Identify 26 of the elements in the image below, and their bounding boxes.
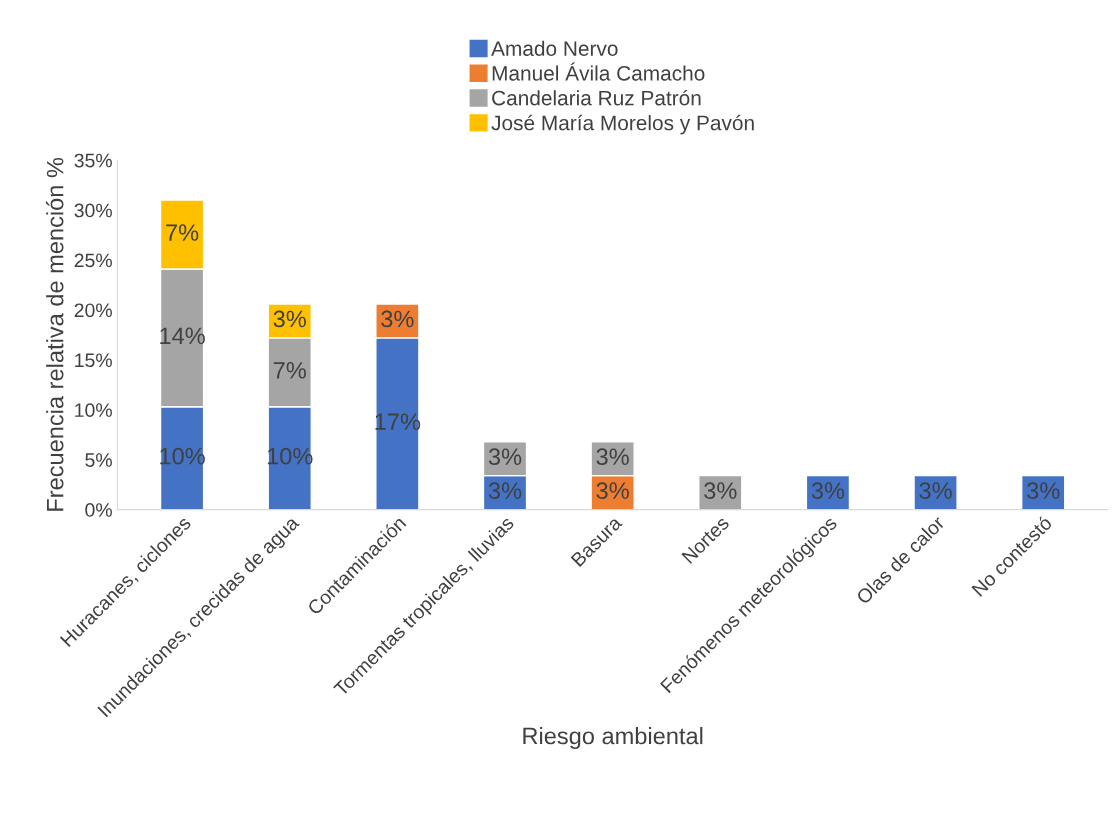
y-tick-label: 15% <box>75 353 112 368</box>
data-label: 7% <box>273 362 306 379</box>
y-tick-label: 10% <box>75 403 112 418</box>
y-tick-label: 35% <box>74 153 112 168</box>
data-label: 3% <box>704 482 737 499</box>
y-tick-label: 5% <box>85 453 112 467</box>
data-label: 7% <box>166 224 199 241</box>
data-label: 3% <box>919 482 952 499</box>
legend-label: Candelaria Ruz Patrón <box>492 89 701 106</box>
data-label: 3% <box>273 310 306 328</box>
data-label: 3% <box>596 448 629 466</box>
legend-label: Manuel Ávila Camacho <box>492 62 705 81</box>
data-label: 3% <box>381 310 414 328</box>
legend-label: Amado Nervo <box>491 40 618 56</box>
x-axis-title: Riesgo ambiental <box>523 726 703 749</box>
y-tick-label: 0% <box>85 503 112 517</box>
y-tick-label: 20% <box>74 303 112 318</box>
data-label: 3% <box>1027 482 1060 499</box>
legend-label: José María Morelos y Pavón <box>491 114 754 135</box>
data-label: 3% <box>596 482 629 499</box>
data-label: 3% <box>488 448 522 466</box>
data-label: 3% <box>811 482 845 499</box>
y-tick-label: 30% <box>74 203 112 218</box>
y-tick-label: 25% <box>74 253 112 268</box>
data-label: 3% <box>488 482 522 499</box>
y-axis-title: Frecuencia relativa de mención % <box>45 157 64 511</box>
